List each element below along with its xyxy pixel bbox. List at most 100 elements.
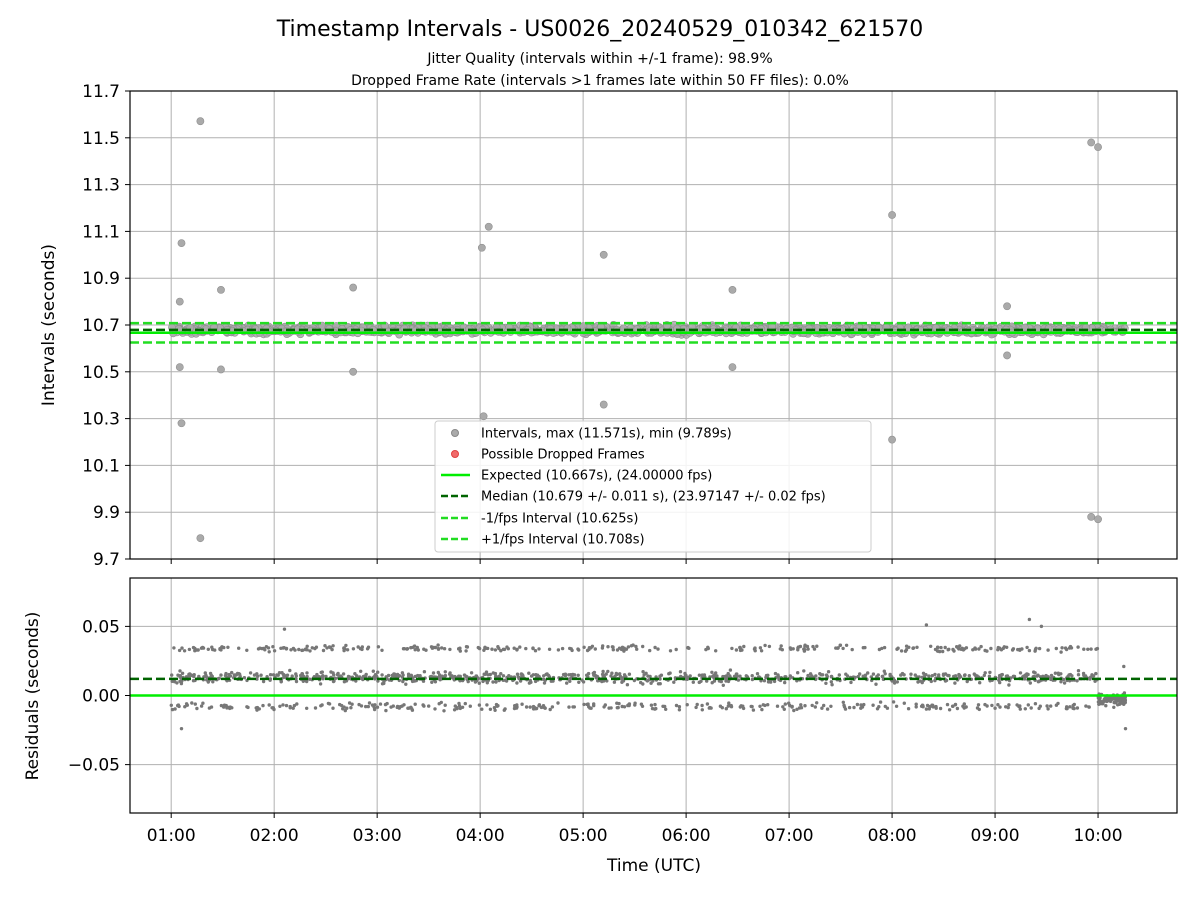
residual-point (342, 705, 346, 709)
residual-point (600, 672, 605, 677)
residual-point (844, 643, 849, 647)
residual-point (1038, 704, 1043, 708)
residual-point (899, 649, 904, 653)
residual-point (788, 674, 792, 678)
residual-point (758, 704, 762, 708)
residual-point (836, 646, 840, 650)
residual-point (571, 705, 575, 709)
residual-point (945, 702, 950, 707)
legend-label-intervals: Intervals, max (11.571s), min (9.789s) (481, 427, 732, 442)
residual-point (305, 671, 309, 675)
residual-point (724, 707, 728, 711)
residual-point (792, 708, 796, 713)
residual-point (582, 702, 586, 707)
residual-point (202, 675, 206, 679)
residual-point (728, 668, 733, 672)
residual-point (993, 706, 997, 710)
residual-point (1054, 703, 1059, 707)
residual-point (824, 673, 829, 677)
residual-point (402, 647, 407, 651)
residual-point (965, 679, 969, 684)
interval-outlier-point (196, 117, 205, 126)
residual-point (457, 647, 461, 651)
residual-point (199, 704, 204, 708)
residual-point (493, 648, 498, 652)
residual-point (962, 702, 966, 706)
residual-point (359, 704, 364, 708)
residual-point (376, 670, 380, 674)
top-ylabel: Intervals (seconds) (39, 244, 59, 406)
residual-point (515, 672, 520, 676)
residual-point (439, 700, 443, 705)
residual-point (440, 646, 444, 650)
bottom-xtick-label: 04:00 (456, 826, 505, 846)
residual-point (866, 671, 870, 675)
residual-point (205, 678, 209, 682)
residual-point (505, 645, 509, 649)
residual-point (501, 674, 506, 678)
bottom-xtick-label: 09:00 (971, 826, 1020, 846)
residual-point (664, 707, 668, 711)
residual-point (468, 704, 472, 708)
residual-point (400, 704, 404, 708)
bottom-ytick-label: −0.05 (68, 756, 120, 776)
residual-point (490, 647, 494, 651)
residual-point (956, 645, 960, 650)
residual-point (656, 647, 660, 651)
residual-tail-point (1105, 699, 1109, 703)
residual-point (537, 647, 541, 651)
residual-point (496, 645, 500, 649)
residual-point (685, 677, 689, 681)
residual-point (342, 646, 346, 650)
residual-point (343, 708, 347, 713)
residual-point (844, 672, 848, 676)
residual-point (344, 643, 348, 648)
top-ytick-label: 11.7 (82, 82, 120, 102)
residual-point (1028, 681, 1033, 685)
residual-point (672, 680, 676, 684)
residual-outlier-point (1123, 726, 1128, 731)
residual-point (248, 671, 253, 675)
residual-point (551, 679, 555, 683)
residual-point (1011, 674, 1016, 679)
residual-point (952, 674, 956, 679)
residual-point (499, 672, 503, 676)
residual-point (1068, 705, 1072, 709)
residual-point (213, 648, 217, 652)
legend-label-dropped: Possible Dropped Frames (481, 448, 645, 463)
residual-point (367, 701, 372, 705)
residual-point (924, 707, 929, 711)
interval-outlier-point (177, 419, 186, 428)
residual-point (1036, 680, 1041, 684)
residual-point (892, 681, 897, 685)
residual-point (855, 702, 860, 707)
residual-point (180, 671, 185, 675)
residual-point (601, 644, 605, 648)
residual-point (1059, 650, 1063, 654)
residual-point (227, 672, 231, 677)
residual-point (695, 702, 699, 707)
residual-point (380, 673, 384, 677)
residual-point (567, 705, 571, 709)
residual-point (364, 704, 368, 709)
residual-point (548, 707, 552, 712)
residual-point (677, 705, 682, 709)
residual-point (372, 705, 376, 709)
residual-point (312, 675, 316, 679)
residual-point (536, 674, 541, 679)
residual-point (900, 671, 905, 676)
residual-point (1029, 706, 1033, 710)
residual-point (295, 702, 299, 706)
interval-outlier-point (175, 363, 184, 372)
residual-point (938, 706, 943, 711)
residual-point (488, 707, 493, 711)
chart-subtitle-dropped: Dropped Frame Rate (intervals >1 frames … (351, 73, 849, 89)
residual-point (565, 681, 569, 685)
residual-point (359, 669, 363, 673)
residual-point (1037, 646, 1042, 651)
residual-point (953, 681, 957, 685)
residual-point (753, 649, 757, 653)
residual-point (238, 674, 242, 679)
residual-point (550, 705, 555, 709)
residual-outlier-point (179, 726, 184, 731)
